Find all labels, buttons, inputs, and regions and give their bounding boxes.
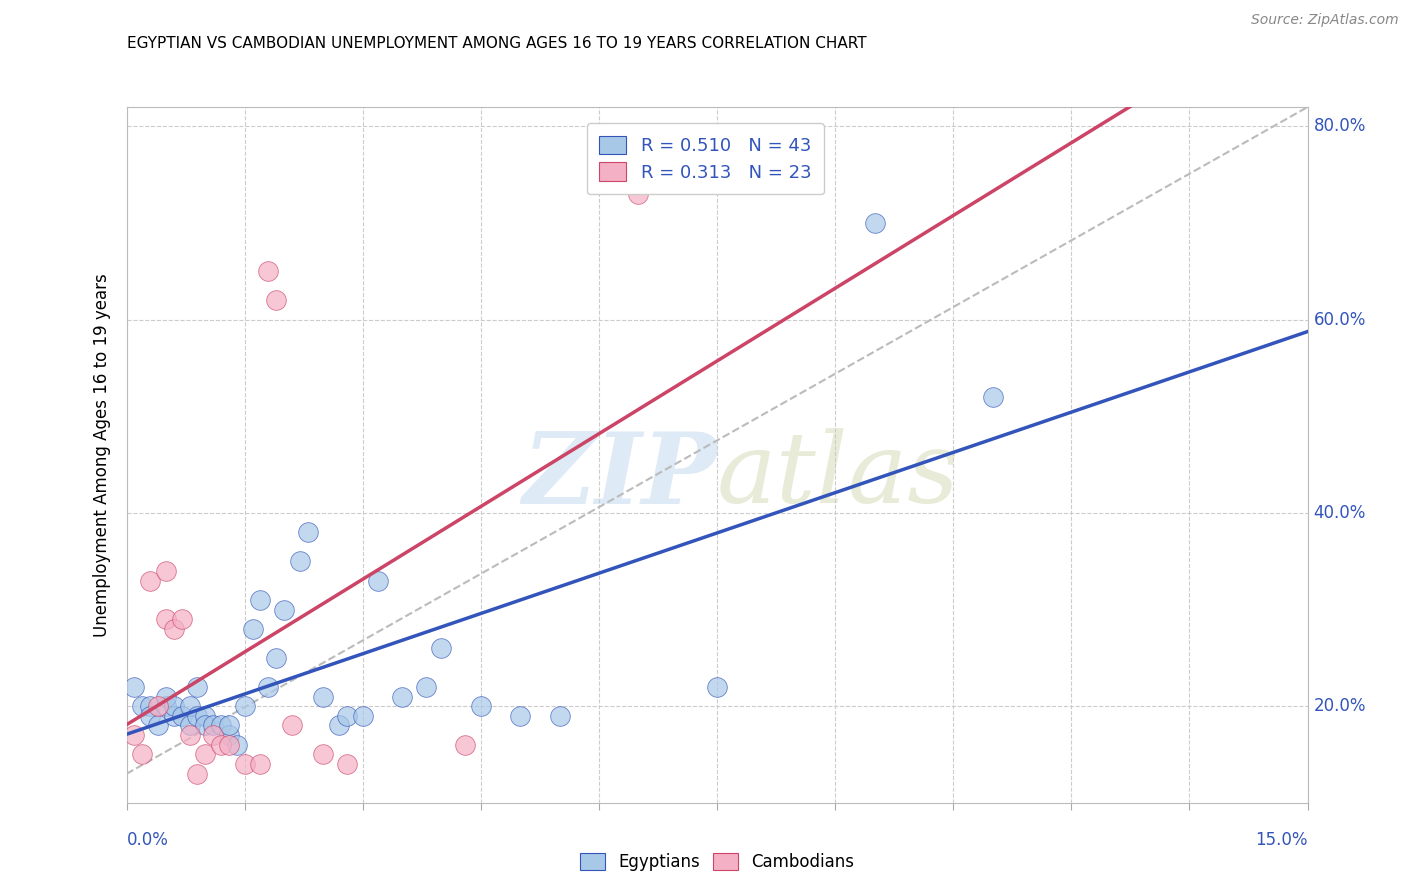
Point — [155, 612, 177, 626]
Point — [139, 699, 162, 714]
Point — [264, 651, 287, 665]
Point — [273, 602, 295, 616]
Point — [131, 699, 153, 714]
Point — [415, 680, 437, 694]
Point — [186, 708, 208, 723]
Point — [257, 264, 280, 278]
Point — [186, 680, 208, 694]
Point — [225, 738, 247, 752]
Text: atlas: atlas — [717, 428, 960, 524]
Point — [706, 680, 728, 694]
Point — [454, 738, 477, 752]
Point — [281, 718, 304, 732]
Point — [179, 718, 201, 732]
Text: 0.0%: 0.0% — [127, 830, 169, 848]
Point — [627, 187, 650, 202]
Point — [257, 680, 280, 694]
Point — [288, 554, 311, 568]
Text: 40.0%: 40.0% — [1313, 504, 1365, 522]
Point — [391, 690, 413, 704]
Point — [202, 728, 225, 742]
Point — [163, 699, 186, 714]
Legend: Egyptians, Cambodians: Egyptians, Cambodians — [574, 847, 860, 878]
Point — [131, 747, 153, 762]
Point — [202, 718, 225, 732]
Point — [430, 641, 453, 656]
Text: 60.0%: 60.0% — [1313, 310, 1365, 328]
Point — [297, 525, 319, 540]
Point — [470, 699, 492, 714]
Text: Source: ZipAtlas.com: Source: ZipAtlas.com — [1251, 13, 1399, 28]
Point — [218, 728, 240, 742]
Point — [194, 718, 217, 732]
Point — [186, 766, 208, 781]
Point — [146, 699, 169, 714]
Point — [194, 747, 217, 762]
Y-axis label: Unemployment Among Ages 16 to 19 years: Unemployment Among Ages 16 to 19 years — [93, 273, 111, 637]
Point — [336, 757, 359, 772]
Text: ZIP: ZIP — [522, 427, 717, 524]
Text: 20.0%: 20.0% — [1313, 698, 1367, 715]
Text: 15.0%: 15.0% — [1256, 830, 1308, 848]
Point — [352, 708, 374, 723]
Point — [139, 708, 162, 723]
Point — [548, 708, 571, 723]
Point — [367, 574, 389, 588]
Point — [218, 718, 240, 732]
Point — [194, 708, 217, 723]
Point — [509, 708, 531, 723]
Text: 80.0%: 80.0% — [1313, 118, 1365, 136]
Point — [312, 747, 335, 762]
Point — [249, 592, 271, 607]
Point — [336, 708, 359, 723]
Point — [124, 728, 146, 742]
Point — [124, 680, 146, 694]
Point — [233, 699, 256, 714]
Point — [218, 738, 240, 752]
Point — [209, 738, 232, 752]
Point — [249, 757, 271, 772]
Text: EGYPTIAN VS CAMBODIAN UNEMPLOYMENT AMONG AGES 16 TO 19 YEARS CORRELATION CHART: EGYPTIAN VS CAMBODIAN UNEMPLOYMENT AMONG… — [127, 36, 866, 51]
Point — [264, 293, 287, 308]
Point — [242, 622, 264, 636]
Point — [146, 718, 169, 732]
Point — [179, 728, 201, 742]
Point — [233, 757, 256, 772]
Point — [209, 718, 232, 732]
Point — [312, 690, 335, 704]
Point — [170, 708, 193, 723]
Point — [155, 690, 177, 704]
Point — [155, 699, 177, 714]
Point — [981, 390, 1004, 404]
Point — [328, 718, 350, 732]
Point — [179, 699, 201, 714]
Point — [863, 216, 886, 230]
Point — [139, 574, 162, 588]
Point — [163, 708, 186, 723]
Point — [170, 612, 193, 626]
Point — [163, 622, 186, 636]
Point — [155, 564, 177, 578]
